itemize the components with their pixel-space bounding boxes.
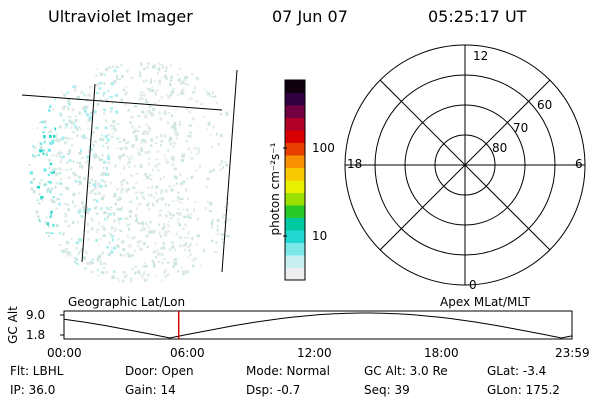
status-gain: Gain: 14 bbox=[125, 383, 176, 397]
colorbar-swatch bbox=[285, 217, 305, 231]
timeline-right-title: Apex MLat/MLT bbox=[440, 295, 530, 309]
status-mode: Mode: Normal bbox=[246, 364, 330, 378]
mlt-label-18: 18 bbox=[347, 157, 363, 171]
status-seq: Seq: 39 bbox=[364, 383, 410, 397]
colorbar-swatch bbox=[285, 180, 305, 193]
timeline-left-title: Geographic Lat/Lon bbox=[68, 295, 186, 309]
colorbar-swatch bbox=[285, 255, 305, 268]
colorbar-swatch bbox=[285, 192, 305, 206]
status-filter: Flt: LBHL bbox=[10, 364, 64, 378]
colorbar-swatch bbox=[285, 130, 305, 143]
timeline-ytick-top: 9.0 bbox=[26, 308, 46, 322]
status-glon: GLon: 175.2 bbox=[487, 383, 560, 397]
mlt-label-0: 0 bbox=[469, 278, 477, 292]
colorbar-tick-100: 100 bbox=[312, 141, 335, 155]
timeline-xtick: 18:00 bbox=[424, 346, 459, 360]
colorbar-swatch bbox=[285, 167, 305, 181]
colorbar-swatch bbox=[285, 155, 305, 168]
altitude-timeline bbox=[60, 310, 573, 340]
colorbar-swatch bbox=[285, 242, 305, 256]
timeline-xtick: 06:00 bbox=[170, 346, 205, 360]
colorbar-swatch bbox=[285, 205, 305, 218]
mlat-label-60: 60 bbox=[537, 98, 553, 112]
timeline-yaxis-label: GC Alt bbox=[6, 306, 20, 344]
time-label: 05:25:17 UT bbox=[428, 7, 527, 26]
mlt-label-12: 12 bbox=[473, 49, 489, 63]
instrument-title: Ultraviolet Imager bbox=[48, 7, 193, 26]
mlat-label-80: 80 bbox=[492, 141, 508, 155]
status-door: Door: Open bbox=[125, 364, 194, 378]
image-grid-line bbox=[221, 69, 238, 273]
colorbar-swatch bbox=[285, 267, 305, 281]
colorbar bbox=[283, 79, 306, 281]
image-grid-line bbox=[81, 83, 96, 263]
colorbar-swatch bbox=[285, 92, 305, 106]
status-dsp: Dsp: -0.7 bbox=[246, 383, 301, 397]
status-gc-alt: GC Alt: 3.0 Re bbox=[364, 364, 448, 378]
colorbar-unit-label: photon cm⁻²s⁻¹ bbox=[268, 142, 282, 236]
image-grid-line bbox=[21, 94, 223, 111]
mlat-label-70: 70 bbox=[513, 121, 529, 135]
colorbar-swatch bbox=[285, 117, 305, 131]
status-ip: IP: 36.0 bbox=[10, 383, 56, 397]
status-glat: GLat: -3.4 bbox=[487, 364, 547, 378]
mlt-label-6: 6 bbox=[575, 157, 583, 171]
timeline-xtick: 00:00 bbox=[47, 346, 82, 360]
colorbar-swatch bbox=[285, 142, 305, 156]
colorbar-swatch bbox=[285, 105, 305, 118]
colorbar-tick-10: 10 bbox=[312, 229, 328, 243]
colorbar-swatch bbox=[285, 230, 305, 243]
timeline-xtick: 12:00 bbox=[297, 346, 332, 360]
uv-image bbox=[21, 62, 238, 284]
colorbar-swatch bbox=[285, 80, 305, 93]
timeline-ytick-bottom: 1.8 bbox=[26, 328, 46, 342]
polar-grid bbox=[344, 44, 586, 286]
date-label: 07 Jun 07 bbox=[272, 7, 348, 26]
timeline-xtick: 23:59 bbox=[555, 346, 590, 360]
